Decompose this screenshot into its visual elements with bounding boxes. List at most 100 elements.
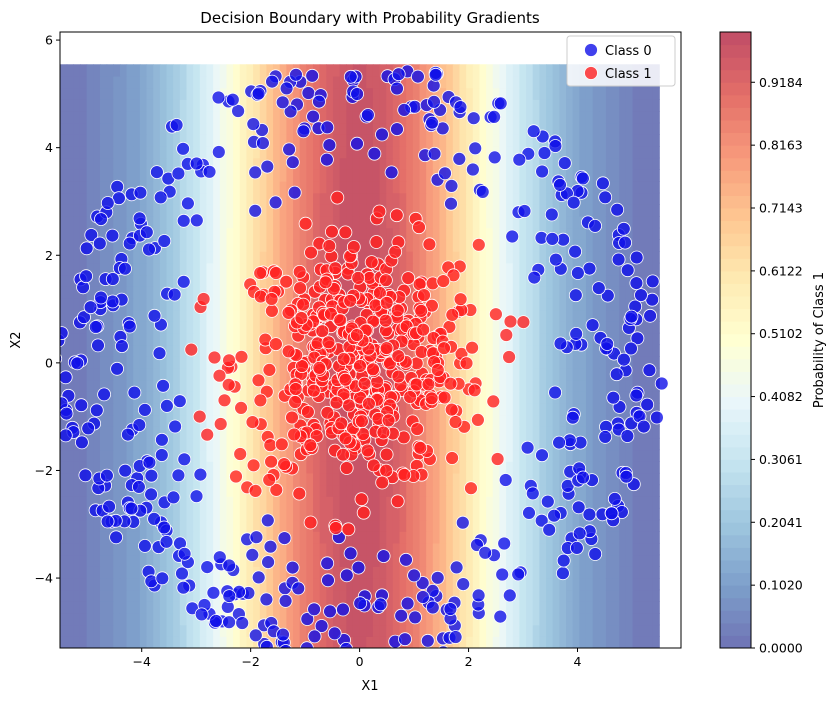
contour-cell [419,624,427,637]
contour-cell [532,286,540,299]
contour-cell [506,437,514,451]
contour-cell [266,216,274,229]
point-class-0 [202,164,217,179]
point-class-0 [312,94,326,109]
contour-cell [60,484,68,497]
contour-cell [645,601,654,614]
contour-cell [519,612,527,626]
contour-cell [352,624,361,637]
contour-cell [412,87,421,100]
contour-cell [426,134,434,147]
contour-cell [392,437,401,451]
contour-cell [499,192,507,205]
contour-cell [546,554,554,567]
contour-cell [273,134,281,147]
contour-cell [639,636,647,648]
contour-cell [472,461,481,474]
contour-cell [579,227,587,240]
contour-cell [625,566,634,579]
contour-cell [472,636,481,648]
contour-cell [605,110,614,124]
point-class-0 [105,228,120,243]
contour-cell [506,391,514,404]
contour-cell [639,192,647,205]
contour-cell [466,64,474,77]
contour-cell [559,169,567,182]
contour-cell [60,274,68,287]
contour-cell [219,122,228,135]
contour-cell [133,612,141,626]
contour-cell [599,146,607,159]
contour-cell [133,449,141,462]
contour-cell [293,507,301,521]
contour-cell [73,344,81,357]
contour-cell [499,262,507,276]
contour-cell [126,251,134,264]
contour-cell [60,87,68,100]
contour-cell [179,519,188,532]
contour-cell [213,636,221,648]
contour-cell [632,110,640,124]
contour-cell [206,134,214,147]
contour-cell [366,612,374,626]
contour-cell [399,449,407,462]
contour-cell [466,542,474,556]
contour-cell [499,461,507,474]
contour-cell [246,437,254,451]
contour-cell [66,146,74,159]
contour-cell [499,402,507,416]
contour-cell [279,379,287,392]
contour-cell [499,519,507,532]
contour-cell [253,146,261,159]
contour-cell [652,239,660,252]
contour-cell [86,566,94,579]
contour-cell [166,309,174,322]
contour-cell [645,554,654,567]
contour-cell [492,134,501,147]
contour-cell [585,192,594,205]
contour-cell [193,391,201,404]
contour-cell [359,484,367,497]
contour-cell [206,262,214,276]
contour-cell [246,332,254,346]
contour-cell [126,286,134,299]
contour-cell [153,134,161,147]
contour-cell [472,566,481,579]
contour-cell [93,134,101,147]
point-class-0 [576,171,590,186]
contour-cell [585,601,594,614]
contour-cell [73,99,81,112]
contour-cell [479,426,487,439]
contour-cell [173,636,181,648]
contour-cell [585,286,594,299]
contour-cell [426,542,434,556]
contour-cell [486,601,494,614]
contour-cell [526,391,534,404]
contour-cell [199,402,208,416]
contour-cell [652,146,660,159]
contour-cell [146,192,154,205]
contour-cell [645,426,654,439]
contour-cell [319,437,327,451]
contour-cell [492,601,501,614]
contour-cell [432,449,441,462]
contour-cell [219,496,228,509]
contour-cell [93,251,101,264]
contour-cell [592,636,600,648]
point-class-0 [142,242,156,257]
contour-cell [519,87,527,100]
contour-cell [60,472,68,486]
contour-cell [512,87,520,100]
contour-cell [605,636,614,648]
contour-cell [279,134,287,147]
contour-cell [239,414,248,427]
contour-cell [392,589,401,602]
contour-cell [532,554,540,567]
contour-cell [566,227,574,240]
contour-cell [153,216,161,229]
contour-cell [60,542,68,556]
contour-cell [126,204,134,217]
contour-cell [506,239,514,252]
contour-cell [632,519,640,532]
contour-cell [306,531,314,544]
